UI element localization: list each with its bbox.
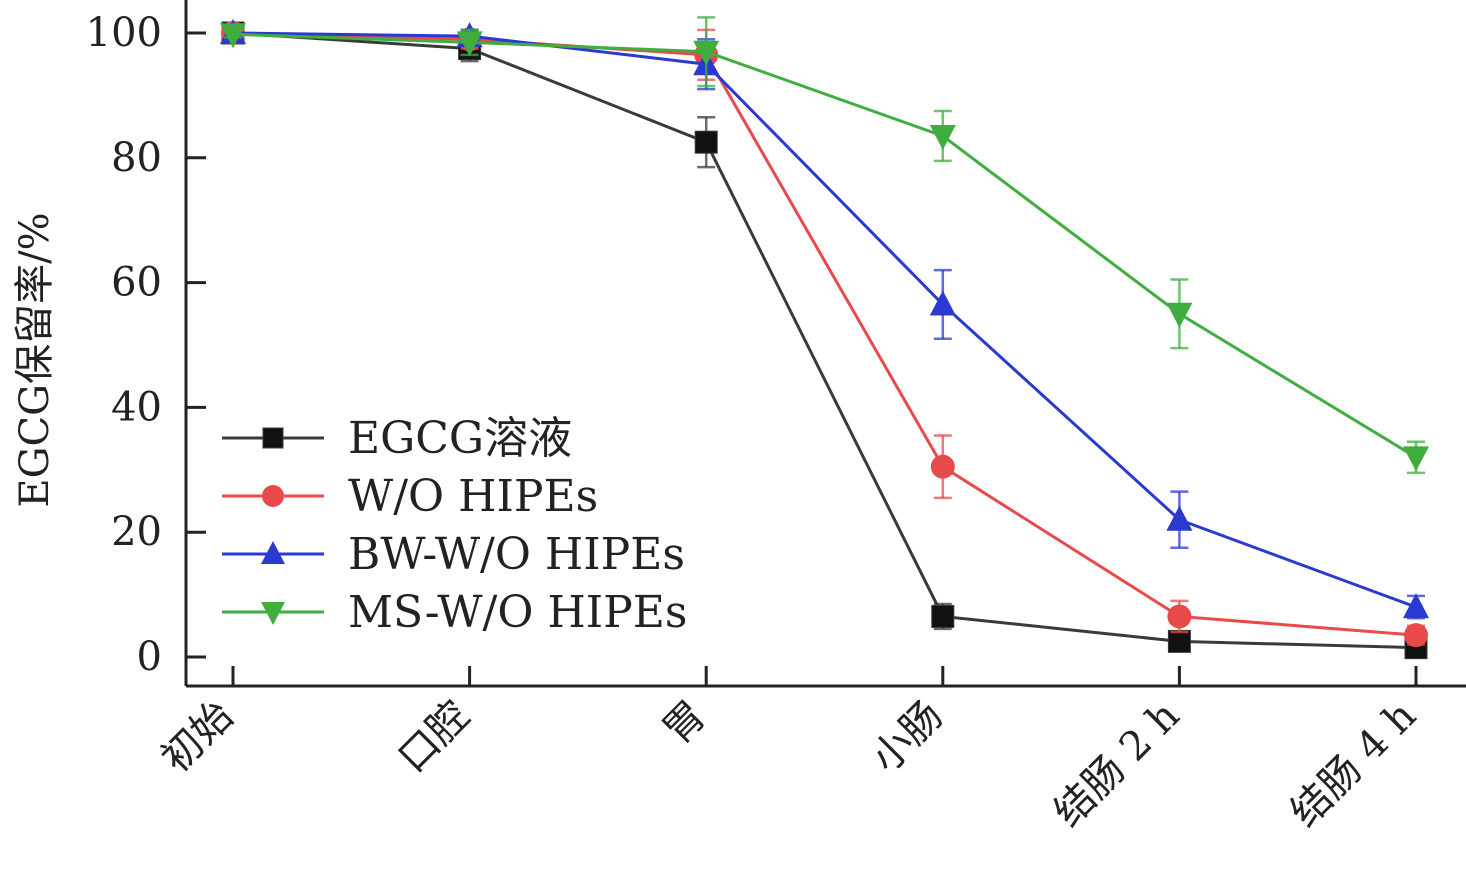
data-point [694,130,718,154]
y-tick-label: 60 [111,260,162,306]
x-ticks: 初始 口腔 胃 小肠 结肠 2 h 结肠 4 h [153,666,1425,836]
legend-item: MS-W/O HIPEs [222,587,687,638]
y-tick-label: 40 [111,384,162,430]
x-tick-label: 小肠 [863,693,952,782]
series-line [232,31,1417,609]
legend-label: EGCG溶液 [348,413,572,464]
legend-marker [262,485,284,507]
data-point [929,290,956,316]
series-line [232,32,1417,459]
data-point [1167,629,1191,653]
data-point [1167,604,1192,629]
data-point [1403,593,1429,619]
y-tick-label: 80 [111,135,162,181]
series-3 [220,16,1429,475]
data-point [1166,302,1193,328]
x-tick-label: 初始 [153,693,242,782]
data-point [1404,623,1428,648]
y-tick-label: 20 [111,509,162,555]
data-point [930,454,955,479]
data-point [693,40,720,66]
data-point [1403,446,1429,472]
x-tick-label: 结肠 4 h [1282,693,1425,836]
series-layer [220,16,1429,660]
legend: EGCG溶液 W/O HIPEs BW-W/O HIPEs MS-W/O HIPEs [222,413,687,638]
legend-label: W/O HIPEs [348,471,598,522]
legend-item: W/O HIPEs [222,471,598,522]
data-point [929,124,956,150]
data-point [456,31,483,57]
data-point [220,23,246,49]
x-tick-label: 胃 [654,693,715,754]
axes [184,0,1466,688]
legend-marker [262,427,284,449]
legend-marker [261,602,285,625]
y-tick-label: 0 [137,634,162,680]
series-line [232,31,1417,637]
x-tick-label: 口腔 [390,693,479,782]
legend-item: BW-W/O HIPEs [222,529,685,580]
legend-label: MS-W/O HIPEs [348,587,687,638]
series-line [232,31,1417,650]
y-tick-label: 100 [86,10,162,56]
data-point [931,604,955,628]
x-tick-label: 结肠 2 h [1045,693,1188,836]
y-axis-title: EGCG保留率/% [12,212,58,507]
legend-item: EGCG溶液 [222,413,572,464]
legend-marker [261,541,285,564]
legend-label: BW-W/O HIPEs [348,529,685,580]
y-ticks: 0 20 40 60 80 100 [86,10,206,680]
data-point [1166,505,1193,531]
